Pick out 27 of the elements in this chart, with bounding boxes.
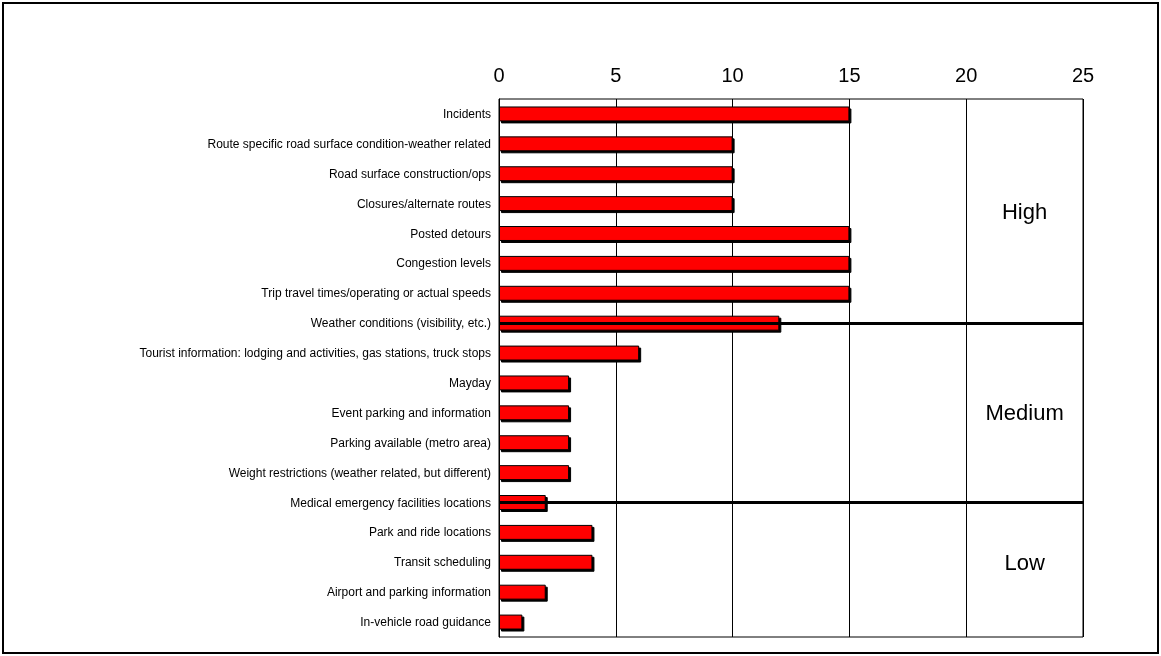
- y-tick-label: Mayday: [448, 375, 491, 390]
- y-tick-label: Parking available (metro area): [330, 435, 491, 450]
- x-tick-label: 20: [955, 64, 978, 86]
- y-tick-label: Weather conditions (visibility, etc.): [310, 316, 491, 331]
- y-tick-label: Congestion levels: [396, 256, 491, 271]
- x-tick-label: 25: [1071, 64, 1095, 86]
- y-tick-label: Posted detours: [410, 226, 491, 241]
- y-tick-label: Medical emergency facilities locations: [290, 495, 491, 510]
- x-tick-label: 0: [493, 64, 505, 86]
- y-tick-label: Closures/alternate routes: [356, 196, 491, 211]
- y-tick-label: Park and ride locations: [368, 525, 491, 540]
- y-tick-label: In-vehicle road guidance: [360, 615, 492, 630]
- annotation: Low: [1004, 549, 1045, 575]
- y-tick-label: Airport and parking information: [326, 585, 491, 600]
- y-tick-label: Incidents: [442, 106, 491, 121]
- x-tick-label: 10: [721, 64, 744, 86]
- y-tick-label: Trip travel times/operating or actual speeds: [261, 286, 491, 301]
- y-tick-label: Weight restrictions (weather related, but different): [228, 465, 491, 480]
- x-tick-label: 5: [610, 64, 622, 86]
- y-tick-label: Transit scheduling: [394, 555, 491, 570]
- annotation: Medium: [985, 400, 1064, 426]
- x-tick-label: 15: [838, 64, 861, 86]
- annotation: High: [1001, 198, 1048, 224]
- y-tick-label: Route specific road surface condition-weather related: [207, 136, 491, 151]
- y-tick-label: Event parking and information: [331, 405, 491, 420]
- y-tick-label: Tourist information: lodging and activities, gas stations, truck stops: [139, 346, 491, 361]
- y-tick-label: Road surface construction/ops: [328, 166, 491, 181]
